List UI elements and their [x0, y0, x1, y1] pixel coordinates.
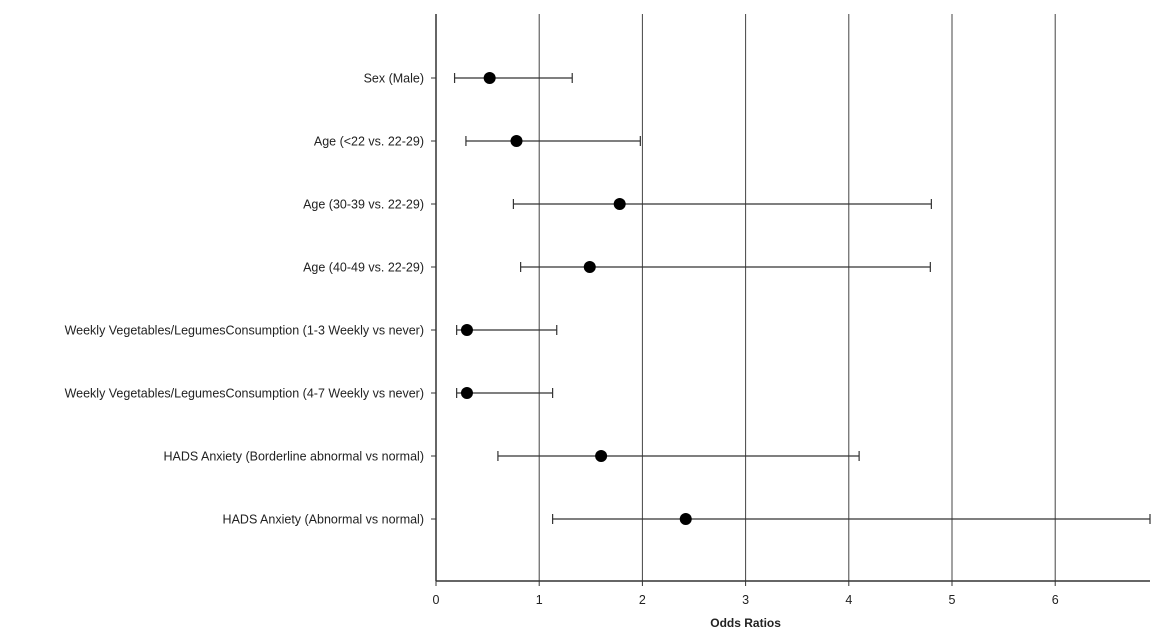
category-label-4: Weekly Vegetables/LegumesConsumption (1-…: [65, 324, 424, 338]
x-tick-label-4: 4: [845, 593, 852, 607]
x-tick-label-5: 5: [949, 593, 956, 607]
odds-ratio-point-4: [460, 324, 473, 336]
x-tick-label-1: 1: [536, 593, 543, 607]
axes: [431, 14, 1150, 586]
gridlines: [538, 14, 1056, 581]
confidence-intervals: [453, 73, 1151, 524]
odds-ratio-point-5: [460, 387, 473, 399]
odds-ratio-point-2: [613, 198, 626, 210]
x-tick-label-6: 6: [1052, 593, 1059, 607]
odds-ratio-point-7: [679, 513, 692, 525]
category-label-0: Sex (Male): [364, 72, 424, 86]
category-label-2: Age (30-39 vs. 22-29): [303, 198, 424, 212]
x-tick-label-2: 2: [639, 593, 646, 607]
odds-ratio-points: [460, 72, 692, 525]
odds-ratio-point-6: [595, 450, 608, 462]
category-label-5: Weekly Vegetables/LegumesConsumption (4-…: [65, 387, 424, 401]
category-label-6: HADS Anxiety (Borderline abnormal vs nor…: [163, 450, 424, 464]
category-labels: Sex (Male) Age (<22 vs. 22-29) Age (30-39 …: [65, 72, 424, 527]
x-tick-label-0: 0: [433, 593, 440, 607]
category-label-7: HADS Anxiety (Abnormal vs normal): [223, 513, 424, 527]
x-tick-labels: 0 1 2 3 4 5 6: [433, 593, 1059, 607]
x-axis-title: Odds Ratios: [710, 616, 781, 630]
odds-ratio-point-0: [483, 72, 496, 84]
category-label-3: Age (40-49 vs. 22-29): [303, 261, 424, 275]
x-tick-label-3: 3: [742, 593, 749, 607]
category-label-1: Age (<22 vs. 22-29): [314, 135, 424, 149]
odds-ratio-point-1: [510, 135, 523, 147]
odds-ratio-point-3: [583, 261, 596, 273]
